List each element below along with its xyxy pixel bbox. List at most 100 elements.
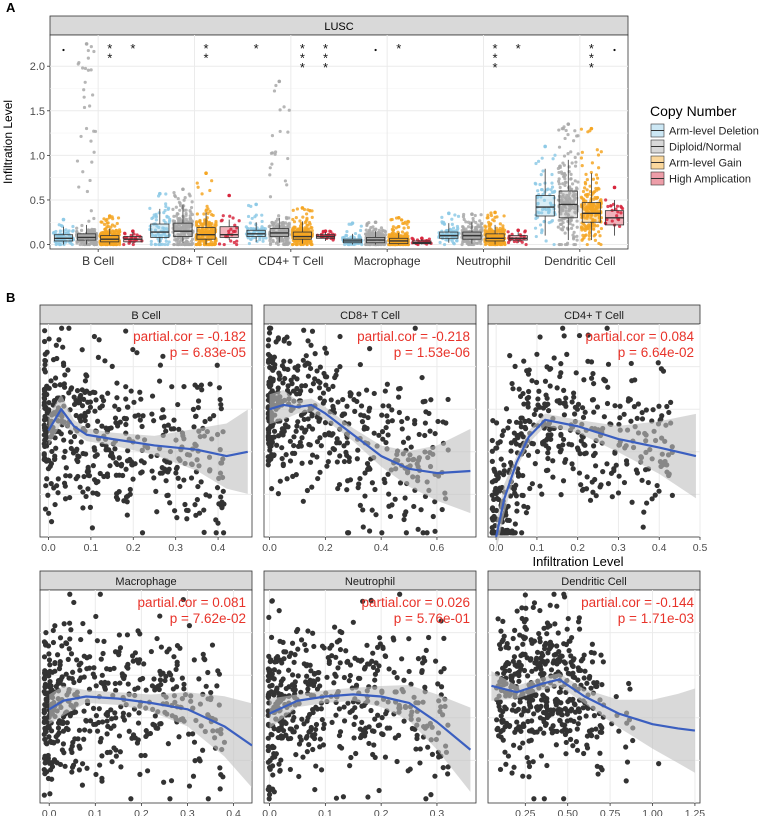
scatter-point xyxy=(172,508,178,514)
jitter-point xyxy=(596,153,601,157)
scatter-point xyxy=(125,404,131,410)
scatter-point xyxy=(87,504,93,510)
max-point xyxy=(61,217,66,222)
scatter-point xyxy=(645,479,651,486)
scatter-point xyxy=(291,374,297,380)
scatter-point xyxy=(74,388,81,394)
scatter-point xyxy=(52,623,58,629)
scatter-point xyxy=(545,408,552,414)
jitter-point xyxy=(278,129,282,134)
jitter-point xyxy=(598,234,602,238)
jitter-point xyxy=(90,227,94,231)
scatter-point xyxy=(44,476,50,482)
jitter-point xyxy=(195,181,199,185)
facet-xtick-label: 0.0 xyxy=(42,808,57,816)
scatter-point xyxy=(573,370,579,376)
jitter-point xyxy=(556,225,560,229)
scatter-point xyxy=(63,473,69,479)
scatter-point xyxy=(76,677,83,684)
jitter-point xyxy=(599,226,604,231)
scatter-point xyxy=(656,403,662,409)
jitter-point xyxy=(476,223,480,227)
scatter-point xyxy=(195,404,201,411)
max-point xyxy=(566,122,571,126)
scatter-point xyxy=(344,440,350,446)
scatter-point xyxy=(563,395,569,401)
scatter-point xyxy=(372,486,378,493)
max-point xyxy=(204,171,208,176)
scatter-point xyxy=(157,362,164,368)
scatter-point xyxy=(107,463,113,469)
jitter-point xyxy=(154,212,158,216)
jitter-point xyxy=(58,242,62,247)
scatter-point xyxy=(402,495,408,501)
scatter-point xyxy=(545,455,551,462)
scatter-point xyxy=(94,638,100,644)
scatter-point xyxy=(71,599,77,606)
scatter-point xyxy=(543,467,550,474)
scatter-point xyxy=(399,418,405,425)
jitter-point xyxy=(589,199,593,203)
scatter-point xyxy=(176,426,182,432)
jitter-point xyxy=(585,242,589,247)
scatter-point xyxy=(41,654,48,660)
scatter-point xyxy=(285,424,291,430)
panel-a-letter: A xyxy=(6,0,16,15)
scatter-point xyxy=(131,399,137,405)
scatter-point xyxy=(640,524,646,530)
annotation-partial-cor: partial.cor = -0.218 xyxy=(357,329,470,344)
scatter-point xyxy=(545,435,551,441)
scatter-point xyxy=(524,368,530,374)
scatter-point xyxy=(330,383,336,390)
scatter-point xyxy=(87,654,93,660)
scatter-point xyxy=(161,779,167,785)
scatter-point xyxy=(68,386,74,392)
scatter-point xyxy=(615,490,622,496)
jitter-point xyxy=(596,224,600,228)
scatter-point xyxy=(78,439,84,445)
scatter-point xyxy=(181,383,187,390)
scatter-point xyxy=(591,443,597,449)
scatter-point xyxy=(195,398,202,404)
scatter-point xyxy=(116,472,122,478)
facet-xtick-label: 0.2 xyxy=(570,542,585,554)
scatter-point xyxy=(580,414,587,420)
scatter-point xyxy=(588,359,595,365)
scatter-point xyxy=(60,360,67,366)
scatter-point xyxy=(574,445,581,451)
scatter-point xyxy=(314,439,321,445)
jitter-point xyxy=(563,231,567,235)
scatter-point xyxy=(363,387,370,393)
scatter-point xyxy=(102,358,108,364)
scatter-point xyxy=(359,419,366,425)
scatter-point xyxy=(587,497,594,503)
jitter-point xyxy=(160,242,165,246)
jitter-point xyxy=(254,213,258,217)
jitter-point xyxy=(114,242,118,247)
jitter-point xyxy=(105,242,110,246)
scatter-point xyxy=(529,378,535,384)
scatter-point xyxy=(520,472,526,479)
max-point xyxy=(612,185,617,190)
scatter-point xyxy=(41,709,48,715)
scatter-point xyxy=(164,649,170,655)
scatter-point xyxy=(292,365,298,371)
jitter-point xyxy=(471,216,475,221)
scatter-point xyxy=(207,381,213,387)
jitter-point xyxy=(249,204,253,209)
scatter-point xyxy=(62,372,68,378)
scatter-point xyxy=(42,351,48,357)
jitter-point xyxy=(162,218,166,223)
jitter-point xyxy=(268,236,272,241)
scatter-point xyxy=(120,673,126,679)
scatter-point xyxy=(379,412,385,418)
scatter-point xyxy=(48,519,55,525)
scatter-point xyxy=(489,437,495,444)
scatter-point xyxy=(592,476,598,483)
scatter-point xyxy=(42,443,48,450)
scatter-point xyxy=(50,627,56,634)
scatter-point xyxy=(510,386,516,392)
scatter-point xyxy=(306,441,312,448)
scatter-point xyxy=(114,423,121,429)
scatter-point xyxy=(299,460,305,466)
